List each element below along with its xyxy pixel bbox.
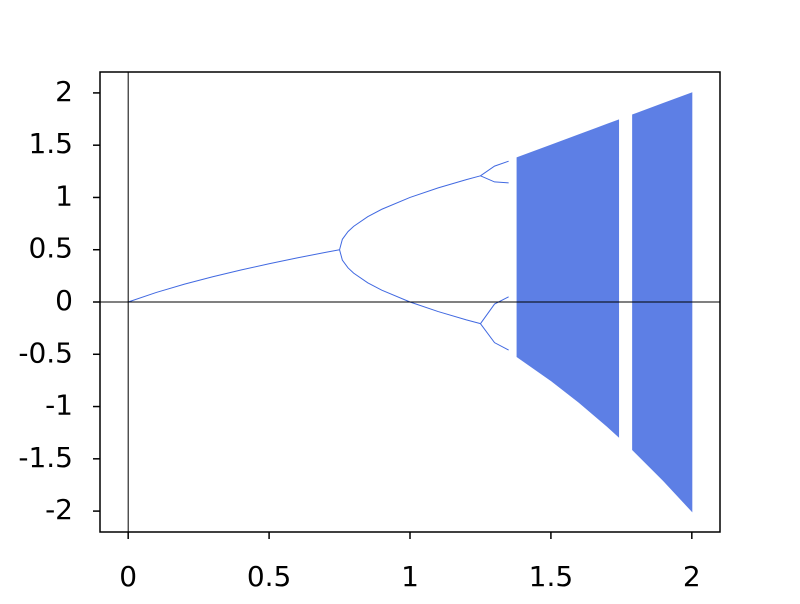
y-tick-label: -1 <box>45 389 73 422</box>
y-tick-label: -2 <box>45 493 73 526</box>
y-tick-label: 1 <box>55 179 73 212</box>
branch <box>480 160 509 177</box>
branch <box>480 323 509 351</box>
y-tick-label: 0.5 <box>28 232 73 265</box>
branch <box>128 249 340 303</box>
y-tick-label: -0.5 <box>18 336 73 369</box>
y-tick-label: 0 <box>55 284 73 317</box>
y-tick-label: -1.5 <box>18 441 73 474</box>
y-tick-label: 1.5 <box>28 127 73 160</box>
x-tick-label: 1 <box>401 560 419 593</box>
branch <box>339 249 481 325</box>
chaotic-band <box>516 119 620 438</box>
x-tick-label: 0.5 <box>247 560 292 593</box>
x-tick-label: 1.5 <box>529 560 574 593</box>
x-tick-label: 2 <box>683 560 701 593</box>
x-tick-label: 0 <box>119 560 137 593</box>
branch <box>480 296 509 324</box>
branch <box>480 175 509 184</box>
branch <box>339 175 481 250</box>
y-tick-label: 2 <box>55 75 73 108</box>
